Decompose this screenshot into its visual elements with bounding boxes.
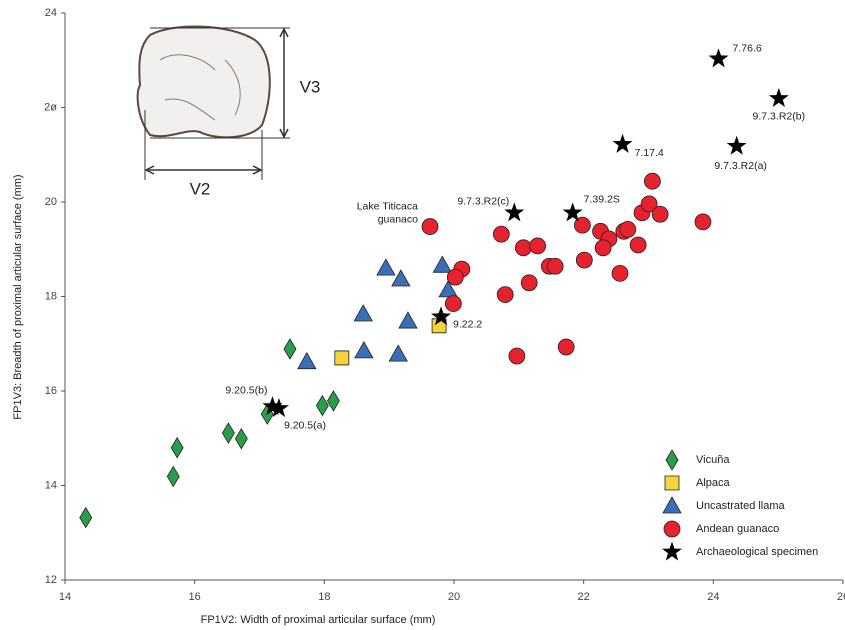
point <box>433 256 451 272</box>
x-tick-label: 24 <box>707 591 719 603</box>
y-tick-label: 14 <box>45 479 57 491</box>
point <box>558 339 574 355</box>
point-label: 7.39.2S <box>584 194 620 206</box>
point <box>354 305 372 321</box>
x-tick-label: 26 <box>837 591 845 603</box>
point <box>644 173 660 189</box>
legend-label: Vicuña <box>696 454 730 466</box>
point-label: 7.76.6 <box>733 43 762 55</box>
bone-outline <box>138 26 270 137</box>
legend-marker <box>664 521 680 537</box>
point <box>612 265 628 281</box>
legend-marker <box>666 450 678 470</box>
point <box>422 219 438 235</box>
y-tick-label: 18 <box>45 290 57 302</box>
point <box>298 353 316 369</box>
point <box>727 136 747 155</box>
point <box>515 240 531 256</box>
point <box>576 252 592 268</box>
point <box>547 258 563 274</box>
point <box>709 48 729 67</box>
point <box>235 429 247 449</box>
point <box>377 259 395 275</box>
point <box>355 342 373 358</box>
point <box>595 240 611 256</box>
point-label: 9.7.3.R2(a) <box>714 160 767 172</box>
point <box>613 134 633 153</box>
point <box>80 508 92 528</box>
point <box>167 467 179 487</box>
inset-label: V2 <box>190 179 211 198</box>
x-tick-label: 16 <box>189 591 201 603</box>
point-label: 9.22.2 <box>453 319 482 331</box>
point <box>316 396 328 416</box>
y-axis-label: FP1V3: Breadth of proximal articular sur… <box>12 174 24 419</box>
point-label: 7.17.4 <box>635 147 664 159</box>
point <box>652 206 668 222</box>
legend-marker <box>665 476 679 490</box>
point <box>509 348 525 364</box>
annotation: Lake Titicaca <box>357 200 418 212</box>
point-label: 9.7.3.R2(c) <box>457 196 509 208</box>
inset-label: V3 <box>300 77 321 96</box>
point <box>447 269 463 285</box>
annotation: guanaco <box>378 213 418 225</box>
y-tick-label: 12 <box>45 574 57 586</box>
point <box>399 312 417 328</box>
point <box>695 214 711 230</box>
point <box>530 238 546 254</box>
legend-label: Alpaca <box>696 477 731 489</box>
inset-drawing: V3 V2 <box>138 26 321 198</box>
point-label: 9.20.5(b) <box>225 384 267 396</box>
point <box>620 221 636 237</box>
point <box>222 423 234 443</box>
point-label: 9.7.3.R2(b) <box>753 110 806 122</box>
point <box>630 237 646 253</box>
chart: V3 V2 FP1V2: Width of proximal articular… <box>0 0 845 630</box>
x-tick-label: 22 <box>578 591 590 603</box>
legend-label: Andean guanaco <box>696 523 779 535</box>
point <box>445 296 461 312</box>
x-tick-label: 14 <box>59 591 71 603</box>
point <box>521 275 537 291</box>
point <box>389 345 407 361</box>
legend-marker <box>662 542 682 561</box>
point <box>497 287 513 303</box>
point <box>327 391 339 411</box>
y-tick-label: 20 <box>45 196 57 208</box>
point-label: 9.20.5(a) <box>284 419 326 431</box>
point <box>171 438 183 458</box>
point <box>335 351 349 365</box>
legend-marker <box>663 497 681 513</box>
x-tick-label: 18 <box>318 591 330 603</box>
point <box>284 339 296 359</box>
legend-label: Uncastrated llama <box>696 500 786 512</box>
y-tick-label: 24 <box>45 7 57 19</box>
legend: Vicuña Alpaca Uncastrated llama Andean guan… <box>662 450 818 560</box>
x-axis-label: FP1V2: Width of proximal articular surfa… <box>201 614 436 626</box>
legend-label: Archaeological specimen <box>696 546 818 558</box>
point <box>392 270 410 286</box>
x-tick-label: 20 <box>448 591 460 603</box>
y-tick-label: 2ø <box>44 101 57 113</box>
y-tick-label: 16 <box>45 385 57 397</box>
point <box>493 226 509 242</box>
point <box>769 88 789 107</box>
